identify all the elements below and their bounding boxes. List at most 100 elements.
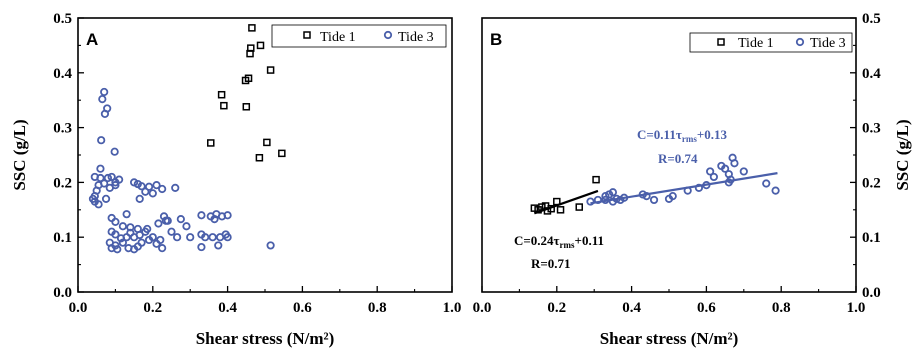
panel-b-tide3-point [726,175,735,184]
panel-b-tide1-point [553,197,561,206]
panel-a-tide3-point [148,189,157,198]
panel-b-y-tick-label: 0.0 [862,285,881,301]
panel-a-x-tick-label: 0.0 [69,300,88,316]
panel-b-fit-lines [533,172,778,215]
panel-a-tide3-point [144,182,154,191]
panel-b-tide3-point [642,192,651,201]
panel-b-legend-tide3-marker [795,37,805,47]
panel-b-x-axis-title: Shear stress (N/m²) [600,329,739,348]
panel-a-tide3-point [141,187,150,196]
panel-b-tide3-point [709,172,718,182]
panel-a-legend-tide3-label: Tide 3 [398,30,434,45]
panel-a-tide1-point [207,139,215,147]
panel-a-tide3-point [97,136,106,145]
panel-a-tide1-point [217,90,226,99]
panel-b-y-tick-label: 0.2 [862,175,881,191]
panel-b-tide3-point [620,193,629,202]
panel-b-tide3-point [668,192,677,201]
panel-b-tide3-point [739,167,748,176]
panel-b-tide3-point [771,186,780,195]
panel-a-tide3-point [107,172,116,182]
panel-b-tide3-point [706,167,715,176]
panel-a-tide3-point [111,181,120,190]
panel-a-legend-tide3-marker [383,30,393,40]
panel-a-tide3-point [197,211,206,220]
panel-a-tide3-point [96,164,105,173]
panel-b-ticks: 0.0 0.2 0.4 0.6 0.8 1.00.00.10.20.30.40.5 [473,11,882,316]
panel-a-tide1-point [263,138,271,147]
panel-b-tide3-point [730,159,739,168]
panel-a-x-tick-label: 0.2 [143,300,162,316]
panel-b-tide3-point [612,194,621,203]
panel-b-tide3-point [720,164,730,173]
panel-a-tide3-point [223,211,232,220]
panel-a-x-tick-label: 0.6 [293,300,312,316]
panel-b-tide3-point [593,195,603,205]
panel-a-tide3-point [266,241,275,250]
panel-a-tide3-point [101,194,111,203]
panel-a-tide3-point [141,227,150,236]
panel-b-legend-tide1-label: Tide 1 [738,36,774,51]
panel-a-tide1-point [246,49,254,58]
panel-a-tide3-point [186,233,195,242]
panel-a-tide3-point [94,200,103,209]
panel-a-tide3-point [100,87,109,97]
panel-b-points [530,153,780,215]
panel-a-tide1-point [241,76,250,85]
panel-a-tide3-point [182,222,191,231]
panel-a-tide1-point [256,41,265,50]
panel-a-tide3-point [144,235,154,245]
panel-a-tide1-point [266,66,275,74]
panel-b-tide3-point [601,195,610,205]
panel-b-legend-tide1-marker [717,38,725,46]
panel-a-tide1-point [220,101,228,110]
panel-b-x-tick-label: 1.0 [847,300,866,316]
panel-b-y-tick-label: 0.3 [862,121,881,137]
panel-a-tide3-point [158,184,167,194]
panel-a-tide3-point [201,233,210,242]
panel-b-tide3-point [649,195,659,205]
panel-a-tide3-point [110,147,119,156]
panel-b-tide1-point [592,175,600,184]
panel-a-tide1-point [255,153,264,162]
panel-a-tide3-point [100,109,110,119]
panel-a-tide3-point [96,173,105,183]
panel-a-tide3-point [98,95,107,104]
panel-b-x-tick-label: 0.2 [547,300,566,316]
panel-a-tide3-point [100,179,109,188]
panel-a-tide3-point [135,194,144,203]
panel-b-y-tick-label: 0.1 [862,230,881,246]
panel-a-x-tick-label: 1.0 [443,300,462,316]
panel-b-label: B [490,30,502,49]
panel-a-tide3-point [111,230,120,239]
panel-a-ticks: 0.0 0.2 0.4 0.6 0.8 1.0 0.0 0.1 0.2 0.3 0.4 0.5 [53,11,461,316]
panel-b-fit-line-tide3 [590,172,778,205]
panel-a-y-tick-label: 0.2 [53,175,72,191]
panel-a-tide3-point [126,223,135,232]
panel-a-x-axis-title: Shear stress (N/m²) [196,329,335,348]
panel-b-tide3-point [694,183,704,192]
panel-b-tide3-point [762,179,771,188]
panel-a-tide3-point [214,241,223,250]
panel-a-y-tick-label: 0.0 [53,285,72,301]
panel-b-x-tick-label: 0.8 [772,300,791,316]
panel-a-tide3-point [103,173,113,183]
panel-a-tide3-point [158,244,167,253]
panel-b-tide3-point [608,188,618,197]
panel-a-tide3-point [118,238,127,247]
panel-a-x-tick-label: 0.4 [218,300,237,316]
panel-a-tide3-point [115,175,124,184]
panel-a-tide3-point [152,239,161,248]
panel-a-tide3-point [152,181,161,190]
panel-a-y-tick-label: 0.1 [53,230,72,246]
panel-a-tide3-point [223,233,232,242]
panel-b-tide3-point [683,186,692,195]
panel-b-y-axis-title: SSC (g/L) [893,119,912,190]
panel-a-tide3-point [122,210,131,219]
panel-a-legend-tide1-label: Tide 1 [320,30,356,45]
panel-b-tide3-fit-equation: C=0.11τrms+0.13 [637,127,727,144]
panel-a-tide1-point [248,24,256,32]
panel-b-legend: Tide 1 Tide 3 [689,32,853,53]
